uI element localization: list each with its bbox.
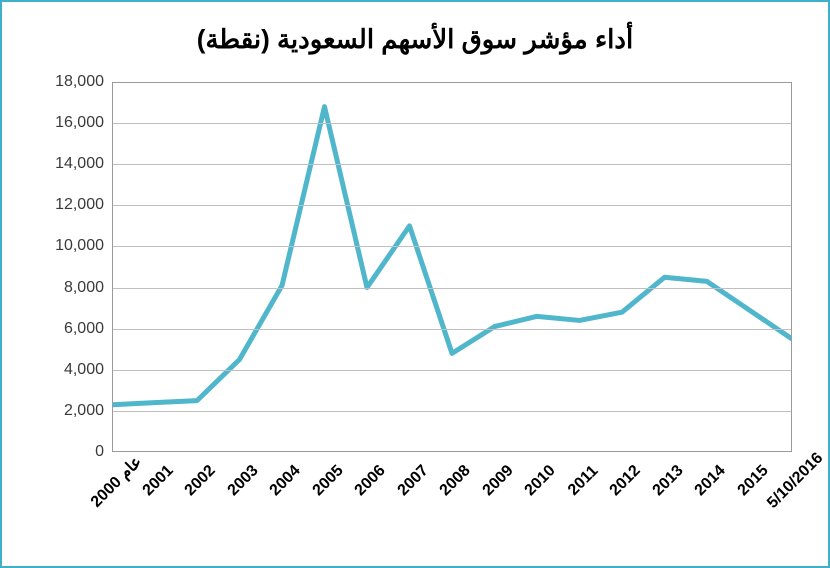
y-axis-label: 12,000	[55, 196, 112, 214]
x-axis-label: 2006	[352, 462, 390, 500]
x-axis-label: 2013	[649, 462, 687, 500]
y-axis-label: 2,000	[64, 402, 112, 420]
y-axis-label: 8,000	[64, 279, 112, 297]
chart-title: أداء مؤشر سوق الأسهم السعودية (نقطة)	[2, 24, 828, 55]
y-axis-label: 14,000	[55, 155, 112, 173]
y-axis-label: 10,000	[55, 237, 112, 255]
x-axis-label: 2001	[139, 462, 177, 500]
y-axis-label: 18,000	[55, 73, 112, 91]
x-axis-label: 2011	[564, 462, 601, 499]
x-axis-label: 2015	[734, 462, 772, 500]
y-axis-label: 0	[95, 443, 112, 461]
y-axis-label: 4,000	[64, 361, 112, 379]
x-axis-label: 2007	[394, 462, 432, 500]
chart-frame: أداء مؤشر سوق الأسهم السعودية (نقطة) 02,…	[0, 0, 830, 568]
x-axis-label: 2012	[607, 462, 645, 500]
plot-border	[112, 82, 792, 452]
y-axis-label: 6,000	[64, 320, 112, 338]
x-axis-label: 2014	[692, 462, 730, 500]
y-axis-label: 16,000	[55, 114, 112, 132]
x-axis-label: 2003	[224, 462, 262, 500]
x-axis-label: 2004	[267, 462, 305, 500]
plot-area: 02,0004,0006,0008,00010,00012,00014,0001…	[112, 82, 792, 452]
x-axis-label: 2010	[522, 462, 560, 500]
x-axis-label: 2005	[309, 462, 347, 500]
x-axis-label: 2008	[437, 462, 475, 500]
x-axis-label: 2002	[182, 462, 220, 500]
x-axis-label: 2009	[479, 462, 517, 500]
x-axis-label: 5/10/2016	[764, 449, 827, 512]
